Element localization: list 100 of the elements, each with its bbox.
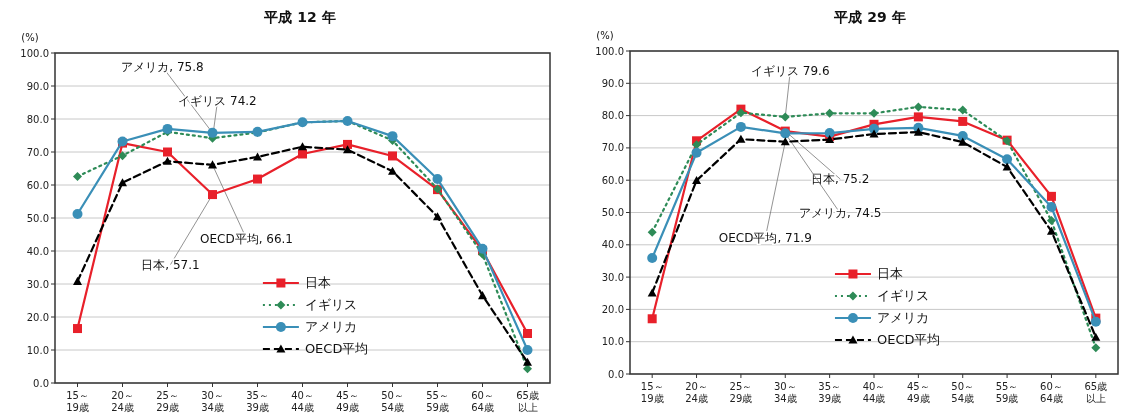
point [118, 178, 127, 187]
x-tick-label: 50～54歳 [381, 390, 404, 413]
x-tick-label: 65歳以上 [1084, 381, 1108, 404]
point [73, 171, 82, 181]
annotation: アメリカ, 75.8 [121, 59, 204, 74]
point [736, 108, 746, 118]
y-tick-label: 10.0 [26, 344, 49, 356]
point [780, 112, 790, 122]
point [343, 145, 352, 154]
chart-title: 平成 12 年 [263, 9, 336, 25]
point [957, 130, 968, 141]
y-tick-label: 70.0 [26, 146, 49, 158]
point [1002, 162, 1012, 171]
point [72, 209, 83, 220]
y-tick-label: 80.0 [26, 113, 49, 125]
y-tick-label: 80.0 [601, 110, 624, 122]
point [433, 212, 442, 221]
point [958, 137, 968, 146]
y-tick-label: 50.0 [601, 207, 624, 218]
point [825, 108, 835, 118]
point [1091, 343, 1101, 353]
annotation: OECD平均, 71.9 [718, 230, 812, 245]
x-tick-label: 45～49歳 [907, 381, 930, 404]
y-tick-label: 0.0 [608, 368, 624, 380]
y-tick-label: 40.0 [26, 245, 49, 257]
point [869, 108, 879, 118]
annotation: 日本, 75.2 [811, 172, 870, 187]
point [432, 174, 443, 185]
point [207, 127, 218, 138]
y-tick-label: 60.0 [26, 179, 49, 191]
y-tick-label: 50.0 [26, 212, 49, 224]
y-tick-label: 30.0 [601, 271, 624, 283]
point [647, 253, 658, 264]
point [478, 291, 487, 300]
y-tick-label: 20.0 [26, 311, 49, 323]
x-tick-label: 65歳以上 [516, 390, 539, 413]
point [73, 276, 82, 285]
point [163, 147, 172, 157]
point [387, 131, 398, 142]
annotation: アメリカ, 74.5 [799, 206, 882, 221]
point [736, 134, 746, 143]
annotation: イギリス 79.6 [751, 63, 830, 78]
point [780, 137, 790, 146]
point [691, 147, 702, 158]
point [869, 129, 879, 138]
y-tick-label: 60.0 [601, 174, 624, 186]
legend-label: イギリス [876, 288, 929, 303]
x-tick-label: 60～64歳 [471, 390, 494, 413]
x-tick-label: 35～39歳 [246, 390, 269, 413]
point [958, 105, 968, 115]
x-tick-label: 30～34歳 [201, 390, 224, 413]
annotation: 日本, 57.1 [141, 257, 200, 272]
y-tick-label: 10.0 [601, 336, 624, 348]
x-tick-label: 55～59歳 [995, 381, 1019, 404]
x-tick-label: 40～44歳 [291, 390, 314, 413]
point [298, 142, 307, 151]
y-tick-label: 70.0 [601, 142, 624, 154]
y-tick-label: 90.0 [26, 80, 49, 92]
point [958, 116, 968, 126]
point [388, 166, 397, 175]
y-tick-label: 20.0 [601, 303, 624, 315]
point [388, 151, 397, 161]
point [1046, 216, 1056, 226]
legend-label: イギリス [304, 297, 357, 312]
point [73, 324, 82, 334]
point [1046, 191, 1056, 201]
point [735, 121, 746, 132]
point [522, 345, 533, 355]
chart-title: 平成 29 年 [833, 9, 906, 25]
legend-label: OECD平均 [304, 341, 369, 356]
legend-label: 日本 [876, 266, 903, 281]
x-tick-label: 15～19歳 [66, 390, 89, 413]
point [1002, 154, 1013, 165]
point [647, 227, 657, 237]
point [253, 152, 262, 161]
y-tick-label: 40.0 [601, 239, 624, 251]
x-tick-label: 25～29歳 [729, 381, 753, 404]
point [523, 364, 532, 374]
point [1091, 332, 1101, 341]
x-tick-label: 25～29歳 [156, 390, 179, 413]
annotation: イギリス 74.2 [178, 94, 257, 109]
x-tick-label: 30～34歳 [773, 381, 797, 404]
y-tick-label: 90.0 [601, 77, 624, 89]
x-tick-label: 15～19歳 [640, 381, 664, 404]
point [162, 123, 173, 134]
point [1046, 226, 1056, 235]
y-tick-label: 0.0 [33, 377, 49, 389]
legend-label: 日本 [304, 275, 331, 290]
y-tick-label: 100.0 [595, 45, 624, 57]
legend-label: アメリカ [876, 310, 929, 325]
y-tick-label: 100.0 [20, 47, 49, 59]
x-tick-label: 55～59歳 [426, 390, 449, 413]
x-tick-label: 35～39歳 [818, 381, 841, 404]
legend-label: OECD平均 [876, 332, 941, 347]
point [253, 174, 262, 184]
point [523, 329, 532, 338]
point [692, 176, 702, 185]
x-tick-label: 60～64歳 [1040, 381, 1063, 404]
x-tick-label: 20～24歳 [685, 381, 708, 404]
point [1090, 316, 1101, 327]
